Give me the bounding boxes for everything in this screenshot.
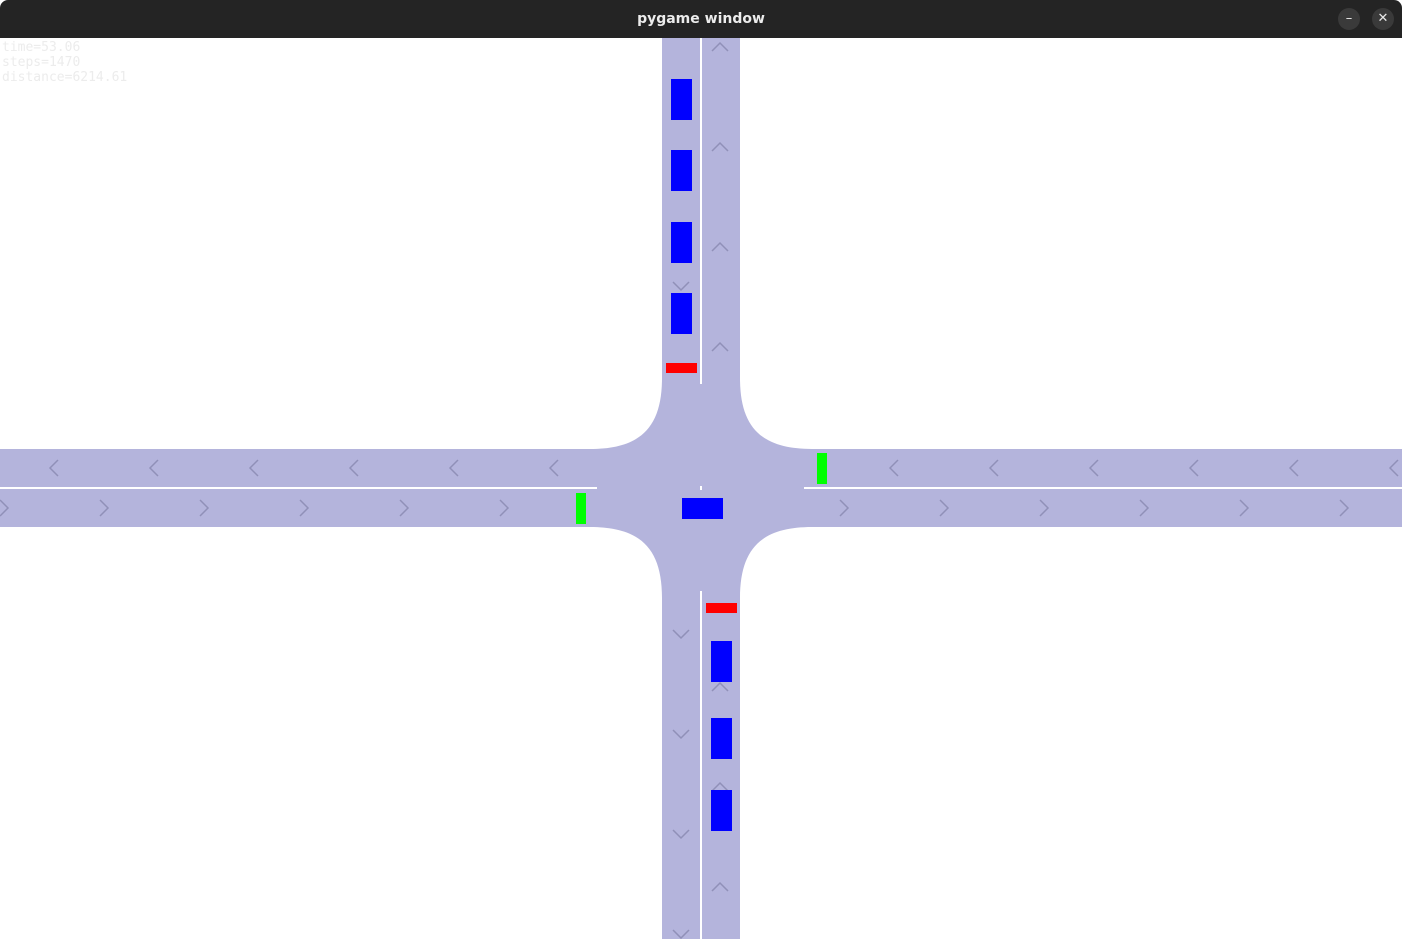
intersection-corner-ne: [740, 378, 812, 449]
lane-arrow-icon: [0, 499, 10, 517]
lane-arrow-icon: [199, 499, 210, 517]
lane-arrow-icon: [148, 459, 159, 477]
lane-arrow-icon: [248, 459, 259, 477]
traffic-signal-south: [706, 603, 737, 613]
lane-arrow-icon: [711, 681, 729, 692]
road-network: [0, 38, 1402, 939]
lane-arrow-icon: [711, 241, 729, 252]
lane-arrow-icon: [299, 499, 310, 517]
close-button[interactable]: ✕: [1372, 8, 1394, 30]
vehicle: [671, 293, 692, 334]
lane-arrow-icon: [711, 141, 729, 152]
vehicle: [671, 222, 692, 263]
lane-arrow-icon: [348, 459, 359, 477]
lane-arrow-icon: [48, 459, 59, 477]
lane-arrow-icon: [448, 459, 459, 477]
stats-overlay: time=53.06 steps=1470 distance=6214.61: [2, 40, 127, 85]
vehicle: [711, 790, 732, 831]
lane-arrows: [0, 41, 1399, 939]
lane-arrow-icon: [839, 499, 850, 517]
lane-arrow-icon: [1088, 459, 1099, 477]
vehicles: [671, 79, 732, 831]
lane-arrow-icon: [711, 781, 729, 792]
lane-arrow-icon: [988, 459, 999, 477]
intersection-corner-sw: [590, 527, 662, 598]
lane-arrow-icon: [672, 929, 690, 939]
lane-arrow-icon: [711, 41, 729, 52]
intersection-corner-nw: [590, 378, 662, 449]
lane-arrow-icon: [1388, 459, 1399, 477]
simulation-canvas[interactable]: time=53.06 steps=1470 distance=6214.61: [0, 38, 1402, 939]
vehicle: [711, 641, 732, 682]
lane-dividers: [0, 38, 1402, 939]
lane-arrow-icon: [399, 499, 410, 517]
lane-arrow-icon: [499, 499, 510, 517]
traffic-signal-west: [576, 493, 586, 524]
lane-arrow-icon: [548, 459, 559, 477]
lane-arrow-icon: [1188, 459, 1199, 477]
traffic-signal-north: [666, 363, 697, 373]
lane-arrow-icon: [711, 341, 729, 352]
lane-arrow-icon: [1039, 499, 1050, 517]
steps-readout: steps=1470: [2, 55, 81, 70]
lane-arrow-icon: [672, 829, 690, 840]
lane-arrow-icon: [1239, 499, 1250, 517]
lane-arrow-icon: [1288, 459, 1299, 477]
vehicle: [682, 498, 723, 519]
intersection-corner-se: [740, 527, 812, 598]
lane-arrow-icon: [939, 499, 950, 517]
window-titlebar[interactable]: pygame window – ✕: [0, 0, 1402, 38]
lane-arrow-icon: [888, 459, 899, 477]
minimize-button[interactable]: –: [1338, 8, 1360, 30]
distance-readout: distance=6214.61: [2, 70, 128, 85]
vehicle: [671, 79, 692, 120]
lane-arrow-icon: [672, 281, 690, 292]
vehicle: [671, 150, 692, 191]
lane-arrow-icon: [99, 499, 110, 517]
window-title: pygame window: [637, 11, 765, 27]
traffic-signals: [576, 363, 827, 613]
lane-arrow-icon: [1339, 499, 1350, 517]
lane-arrow-icon: [711, 881, 729, 892]
lane-arrow-icon: [1139, 499, 1150, 517]
traffic-signal-east: [817, 453, 827, 484]
lane-arrow-icon: [672, 629, 690, 640]
time-readout: time=53.06: [2, 40, 81, 55]
lane-arrow-icon: [672, 729, 690, 740]
vehicle: [711, 718, 732, 759]
